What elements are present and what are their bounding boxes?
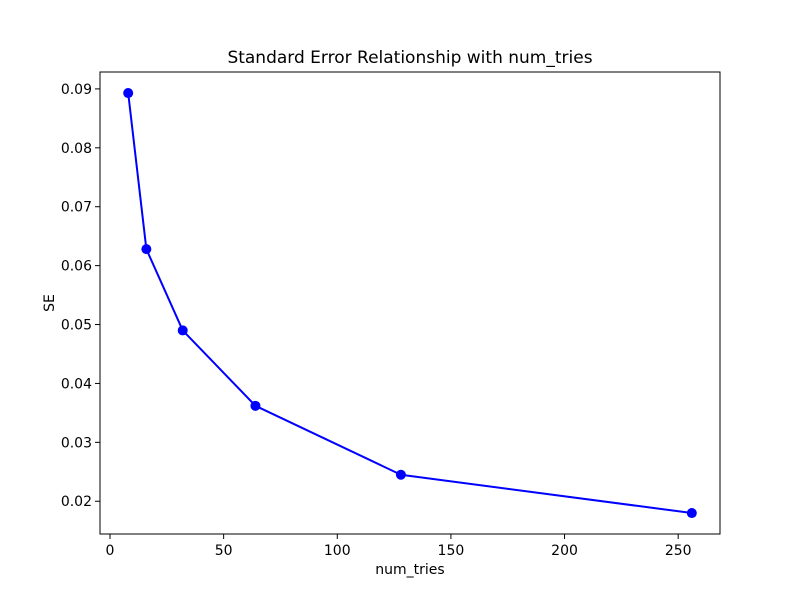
x-tick-label: 50 (215, 543, 233, 559)
y-tick-label: 0.06 (61, 259, 92, 275)
y-tick-label: 0.07 (61, 200, 92, 216)
data-point (177, 325, 188, 336)
data-point (250, 400, 261, 411)
x-tick-label: 0 (106, 543, 115, 559)
x-tick-label: 200 (551, 543, 578, 559)
y-tick-label: 0.05 (61, 318, 92, 334)
data-point (686, 508, 697, 519)
data-point (395, 469, 406, 480)
plot-border (99, 71, 721, 535)
y-tick-label: 0.08 (61, 141, 92, 157)
y-axis-label: SE (42, 294, 58, 312)
x-axis-label: num_tries (375, 562, 445, 578)
y-tick-label: 0.09 (61, 82, 92, 98)
data-point (141, 244, 152, 255)
y-tick-label: 0.02 (61, 494, 92, 510)
x-tick-label: 100 (324, 543, 351, 559)
x-tick-label: 250 (665, 543, 692, 559)
y-tick-label: 0.03 (61, 435, 92, 451)
data-point (123, 88, 134, 99)
series-line (127, 92, 693, 515)
y-tick-label: 0.04 (61, 376, 92, 392)
chart-title: Standard Error Relationship with num_tri… (227, 48, 593, 68)
x-tick-label: 150 (438, 543, 465, 559)
